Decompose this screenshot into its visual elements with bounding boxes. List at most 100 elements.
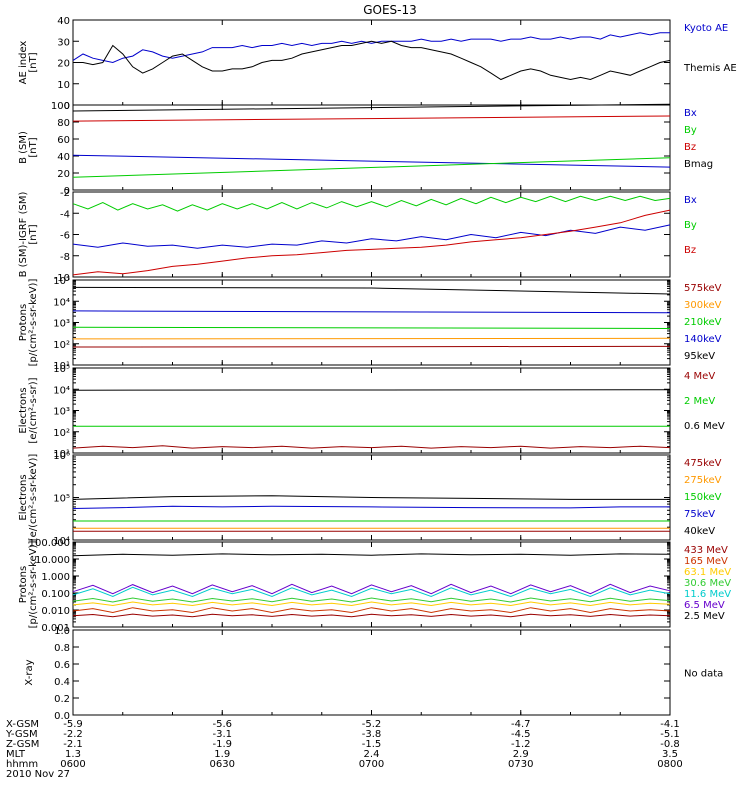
legend-label: Bmag (684, 159, 713, 170)
y-tick-label: 10² (53, 340, 70, 351)
y-axis-label: AE index[nT] (18, 41, 39, 85)
y-tick-label: 30 (57, 37, 70, 48)
x-row-name: Z-GSM (6, 739, 39, 750)
y-axis-label-line: Protons (18, 566, 29, 603)
legend-label: 2 MeV (684, 396, 715, 407)
y-tick-label: 0.2 (54, 694, 70, 705)
y-tick-label: 0 (64, 186, 70, 197)
x-row-value: -2.1 (63, 739, 83, 750)
legend-label: 30.6 MeV (684, 578, 731, 589)
legend-label: 140keV (684, 334, 722, 345)
y-axis-label-line: Electrons (18, 474, 29, 520)
legend-label: 0.6 MeV (684, 421, 725, 432)
series-line-6-5-mev (72, 583, 671, 595)
x-row-name: Y-GSM (5, 729, 38, 740)
y-tick-label: 0.6 (54, 660, 70, 671)
x-row-value: -1.9 (212, 739, 232, 750)
y-axis-label: Electrons[e/(cm²-s-sr)] (18, 377, 39, 443)
x-row-name: hhmm (6, 759, 38, 770)
series-line-by (72, 157, 671, 178)
panel-xray: 1.0 0.8 0.6 0.4 0.2 0.0 X-ray No data (24, 626, 723, 722)
panel-frame (72, 629, 671, 716)
y-tick-label: 1.000 (41, 572, 70, 583)
x-row-value: -1.2 (511, 739, 531, 750)
y-axis-label-line: B (SM)-IGRF (SM) (18, 192, 29, 278)
legend-label: 210keV (684, 317, 722, 328)
series-line-165-mev (72, 607, 671, 614)
x-row-value: 0600 (60, 759, 85, 770)
x-row-value: 0700 (359, 759, 384, 770)
series-line-by (72, 195, 671, 212)
series-line-575kev (72, 345, 671, 348)
x-row-value: 1.3 (65, 749, 81, 760)
y-axis-label-line: [nT] (28, 137, 39, 157)
y-axis-label-line: [nT] (28, 224, 39, 244)
y-tick-label: 10⁴ (53, 536, 70, 547)
y-tick-label: 10⁵ (53, 276, 70, 287)
series-line-433-mev (72, 613, 671, 618)
legend-label: 275keV (684, 475, 722, 486)
y-tick-label: 10³ (53, 319, 70, 330)
y-tick-label: 20 (57, 169, 70, 180)
y-tick-label: 10⁵ (53, 494, 70, 505)
series-line-63-1-mev (72, 601, 671, 607)
y-tick-label: 0.001 (41, 623, 70, 634)
x-row-name: X-GSM (6, 719, 39, 730)
legend-label: 165 MeV (684, 556, 728, 567)
y-axis-label: Electrons[e/(cm²-s-sr-keV)] (18, 454, 39, 542)
x-row-value: -2.2 (63, 729, 83, 740)
y-tick-label: 0.100 (41, 589, 70, 600)
y-tick-label: 100 (51, 101, 70, 112)
legend-label: 11.6 MeV (684, 589, 731, 600)
legend-label: Kyoto AE (684, 23, 728, 34)
y-tick-label: 1.0 (54, 626, 70, 637)
y-axis-label-line: [p/(cm²-s-sr-keV)] (28, 541, 39, 629)
legend-label: By (684, 220, 697, 231)
x-row-value: -4.5 (511, 729, 531, 740)
y-axis-label-line: Electrons (18, 387, 29, 433)
series-line-30-6-mev (72, 597, 671, 603)
series-line-2-5-mev (72, 553, 671, 557)
y-tick-label: 0.4 (54, 677, 70, 688)
panel-frame (72, 367, 671, 454)
y-tick-label: -6 (60, 231, 70, 242)
y-tick-label: 10⁴ (53, 297, 70, 308)
y-axis-label: B (SM)[nT] (18, 131, 39, 164)
y-axis-label-line: [e/(cm²-s-sr)] (28, 377, 39, 443)
x-row-value: 3.5 (662, 749, 678, 760)
x-row-value: -5.6 (212, 719, 232, 730)
x-row-value: 0630 (210, 759, 235, 770)
y-axis-label-line: [p/(cm²-s-sr-keV)] (28, 279, 39, 367)
y-tick-label: 0.010 (41, 606, 70, 617)
panel-frame (72, 279, 671, 366)
legend-label: 2.5 MeV (684, 611, 725, 622)
legend-label: 150keV (684, 492, 722, 503)
series-line-75kev (72, 505, 670, 509)
y-tick-label: 100.000 (29, 538, 70, 549)
series-line-210kev (72, 326, 671, 329)
chart-title: GOES-13 (363, 3, 417, 17)
y-tick-label: 10³ (53, 407, 70, 418)
x-row-value: -5.1 (660, 729, 680, 740)
y-tick-label: 40 (57, 16, 70, 27)
x-row-value: 0730 (508, 759, 533, 770)
series-line-bmag (72, 103, 671, 112)
x-row-value: -3.1 (212, 729, 232, 740)
y-tick-label: 10¹ (53, 449, 70, 460)
series-line-4-mev (72, 445, 671, 449)
legend-label: 433 MeV (684, 545, 728, 556)
legend-label: Bx (684, 195, 697, 206)
legend-label: Bx (684, 108, 697, 119)
y-axis-label: B (SM)-IGRF (SM)[nT] (18, 192, 39, 278)
x-row-value: 2.4 (364, 749, 380, 760)
legend-label: 6.5 MeV (684, 600, 725, 611)
legend-label: 300keV (684, 300, 722, 311)
x-row-value: -3.8 (362, 729, 382, 740)
legend-label: Bz (684, 142, 696, 153)
series-line-40kev (72, 495, 670, 500)
y-tick-label: 0.0 (54, 711, 70, 722)
y-tick-label: 20 (57, 59, 70, 70)
